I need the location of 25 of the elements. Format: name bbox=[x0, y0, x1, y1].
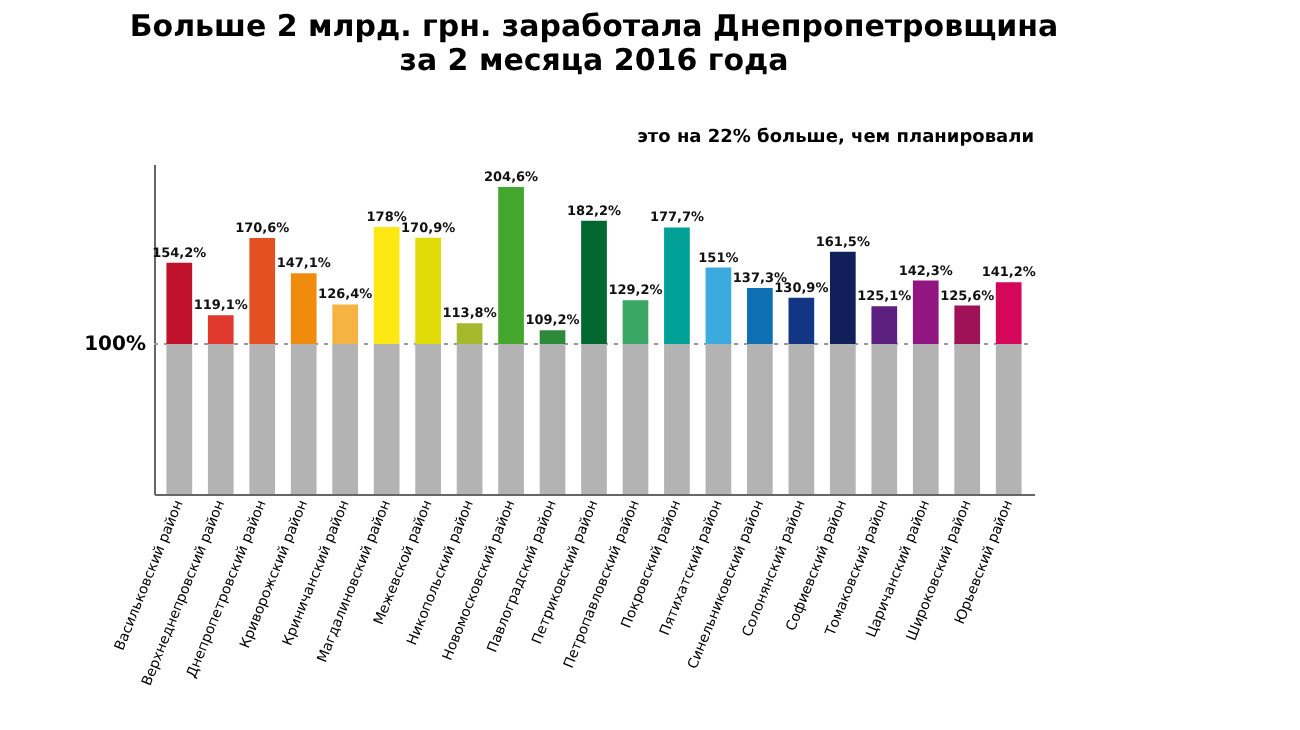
bar bbox=[829, 251, 856, 494]
bar bbox=[954, 305, 981, 494]
text: Больше 2 млрд. грн. заработала Днепропетровщина bbox=[129, 8, 1059, 44]
bar bbox=[207, 315, 234, 494]
bar bbox=[498, 187, 524, 494]
bar bbox=[705, 267, 732, 494]
text: за 2 месяца 2016 года bbox=[399, 42, 789, 78]
bar bbox=[166, 262, 193, 494]
bar bbox=[995, 282, 1022, 494]
bar bbox=[788, 297, 815, 494]
bar bbox=[622, 300, 649, 494]
chart-subtitle: это на 22% больше, чем планировали bbox=[637, 126, 1034, 148]
bar bbox=[539, 330, 566, 494]
ref-line-label: 100% bbox=[84, 334, 146, 356]
bar bbox=[581, 220, 607, 494]
bar bbox=[747, 288, 773, 494]
bar bbox=[456, 323, 483, 494]
bar bbox=[912, 280, 939, 494]
bar bbox=[332, 304, 359, 494]
bar bbox=[290, 273, 317, 494]
bar bbox=[373, 227, 400, 494]
bar bbox=[249, 238, 276, 494]
bar bbox=[871, 306, 898, 494]
bar bbox=[415, 237, 441, 494]
bar bbox=[664, 227, 690, 494]
